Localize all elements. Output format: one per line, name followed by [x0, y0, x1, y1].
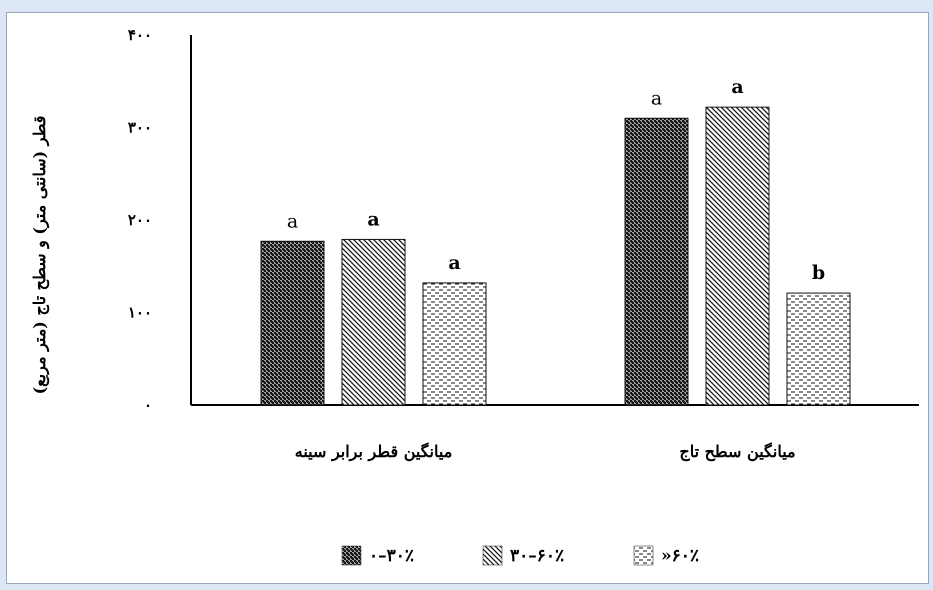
y-tick-label: ۴۰۰ — [128, 26, 152, 44]
category-label: میانگین سطح تاج — [679, 442, 795, 462]
bar — [705, 106, 770, 406]
significance-letter: b — [812, 262, 825, 284]
category-labels: میانگین قطر برابر سینه میانگین سطح تاج — [295, 442, 796, 462]
legend: ۰–۳۰٪ ۳۰–۶۰٪ »۶۰٪ — [341, 545, 699, 566]
significance-letter: a — [731, 76, 743, 98]
bar — [260, 240, 325, 406]
legend-swatch — [482, 545, 503, 566]
legend-label: ۳۰–۶۰٪ — [510, 546, 564, 566]
significance-letter: a — [367, 208, 379, 230]
significance-letter: a — [287, 210, 298, 232]
y-tick-labels: ۰ ۱۰۰ ۲۰۰ ۳۰۰ ۴۰۰ — [128, 26, 152, 414]
legend-item: ۳۰–۶۰٪ — [482, 545, 564, 566]
significance-letter: a — [651, 87, 662, 109]
legend-item: »۶۰٪ — [633, 545, 699, 566]
y-axis-label: قطر (سانتی متر) و سطح تاج (متر مربع) — [30, 116, 50, 395]
legend-label: ۰–۳۰٪ — [369, 546, 414, 566]
legend-swatch — [341, 545, 362, 566]
y-tick-label: ۰ — [144, 396, 152, 414]
y-tick-label: ۳۰۰ — [128, 119, 152, 137]
significance-letter: a — [448, 252, 460, 274]
legend-label: »۶۰٪ — [661, 546, 699, 566]
bar-chart: ۰ ۱۰۰ ۲۰۰ ۳۰۰ ۴۰۰ a a a a a b میانگین قطر برابر س… — [30, 26, 919, 566]
legend-swatch — [633, 545, 654, 566]
bars — [260, 106, 851, 406]
y-tick-label: ۱۰۰ — [128, 304, 152, 322]
significance-letters: a a a a a b — [287, 76, 825, 284]
legend-item: ۰–۳۰٪ — [341, 545, 414, 566]
chart-frame: ۰ ۱۰۰ ۲۰۰ ۳۰۰ ۴۰۰ a a a a a b میانگین قطر برابر س… — [6, 12, 929, 584]
bar — [786, 292, 851, 406]
category-label: میانگین قطر برابر سینه — [295, 442, 453, 462]
bar — [624, 117, 689, 406]
y-tick-label: ۲۰۰ — [128, 211, 152, 229]
bar — [341, 238, 406, 406]
bar — [422, 282, 487, 406]
